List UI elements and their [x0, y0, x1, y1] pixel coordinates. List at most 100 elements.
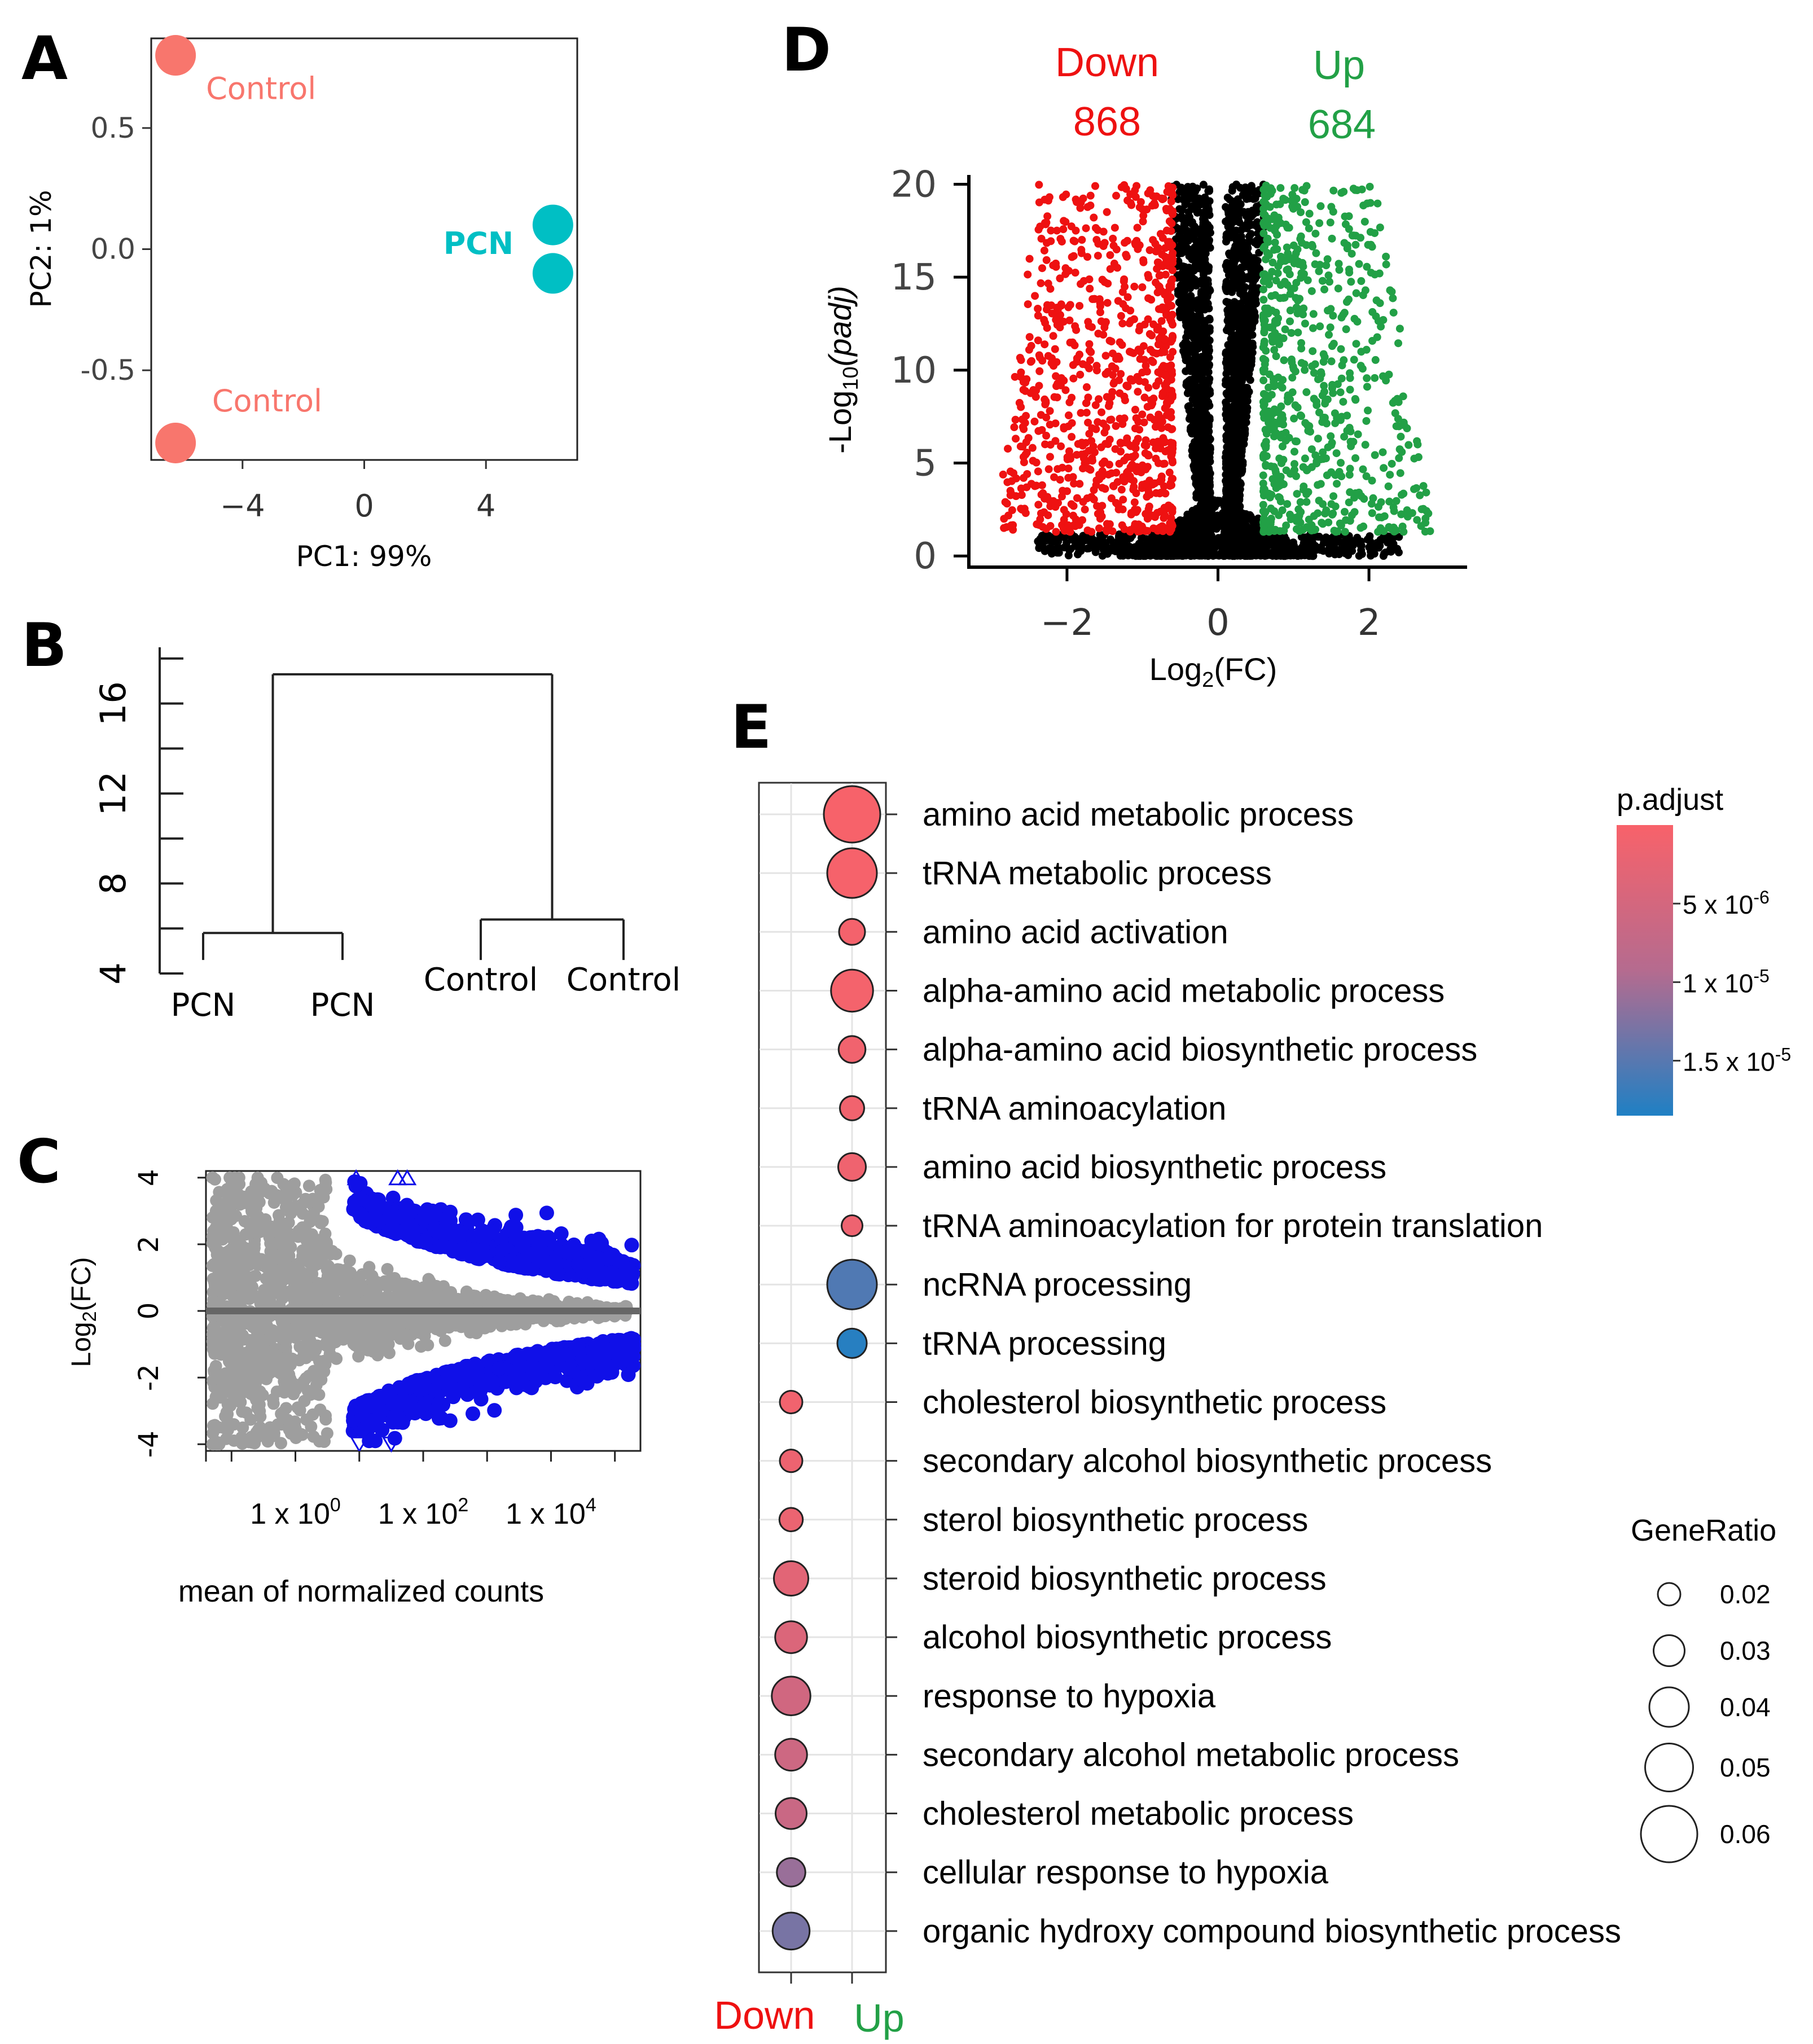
panel-d-points	[999, 180, 1434, 560]
panel-c-y-tick-label: 4	[133, 1169, 165, 1187]
panel-c-label: C	[17, 1127, 61, 1196]
panel-c-point-ns	[429, 1289, 442, 1302]
panel-c-point-ns	[286, 1313, 299, 1326]
panel-c-point-sig	[450, 1384, 465, 1399]
panel-c-point-sig	[466, 1406, 481, 1422]
panel-c-point-ns	[477, 1322, 490, 1335]
panel-c-point-ns	[215, 1270, 228, 1283]
panel-c-point-ns	[248, 1337, 261, 1350]
panel-c-point-ns	[245, 1357, 258, 1370]
panel-c-point-ns	[438, 1334, 451, 1347]
panel-c-x-tick-exponent: 2	[458, 1494, 468, 1516]
panel-c-point-ns	[304, 1216, 317, 1229]
panel-c-point-ns	[240, 1406, 253, 1419]
panel-c-point-ns	[339, 1323, 352, 1336]
panel-c-point-ns	[210, 1194, 223, 1207]
panel-c-point-ns	[313, 1355, 326, 1368]
panel-c-point-sig	[491, 1361, 507, 1376]
panel-c-x-tick-label: 1 x 100	[250, 1494, 341, 1530]
panel-c-point-ns	[278, 1355, 291, 1368]
panel-c-point-sig	[388, 1209, 403, 1224]
panel-c-point-ns	[250, 1201, 263, 1214]
panel-c-point-ns	[229, 1389, 242, 1402]
panel-b-leaf-label: Control	[567, 962, 681, 998]
panel-c-point-sig	[619, 1334, 634, 1349]
panel-c-x-tick-mantissa: 1 x 10	[506, 1498, 586, 1530]
panel-a-x-tick-label: 4	[476, 488, 495, 524]
panel-b-leaf-label: Control	[424, 962, 538, 998]
panel-d-point-ns	[1232, 180, 1241, 188]
panel-c-point-sig	[595, 1365, 610, 1380]
panel-c-point-ns	[284, 1427, 297, 1440]
panel-c-x-ticks: 1 x 100 1 x 102 1 x 104	[205, 1451, 616, 1530]
panel-c-point-ns	[267, 1397, 280, 1410]
panel-c-point-sig	[624, 1238, 639, 1253]
panel-c-point-ns	[493, 1293, 506, 1306]
panel-a-sample-point	[155, 35, 196, 76]
panel-c-point-sig	[429, 1401, 445, 1416]
panel-c-y-ticks: 420-2-4	[133, 1169, 206, 1458]
panel-c-point-ns	[230, 1368, 243, 1381]
panel-c-point-ns	[361, 1339, 374, 1352]
panel-b-axis-tick-label: 12	[93, 771, 134, 816]
panel-c-point-sig	[535, 1230, 550, 1245]
panel-c-point-ns	[313, 1234, 326, 1247]
panel-a-y-axis-title: PC2: 1%	[25, 190, 58, 308]
panel-c-point-ns	[283, 1265, 296, 1278]
panel-c-point-ns	[238, 1190, 251, 1203]
panel-c-point-ns	[418, 1330, 431, 1343]
panel-c-point-sig	[413, 1372, 428, 1388]
panel-c-x-tick-mantissa: 1 x 10	[378, 1498, 458, 1530]
panel-c-x-tick-exponent: 4	[586, 1494, 596, 1516]
panel-c-point-sig	[487, 1403, 502, 1418]
panel-c-y-tick-label: -4	[133, 1431, 165, 1458]
panel-c-point-sig	[577, 1354, 592, 1370]
panel-c-point-sig	[442, 1413, 458, 1428]
panel-c-point-ns	[368, 1294, 381, 1307]
panel-c-point-ns	[260, 1254, 273, 1267]
panel-c-point-sig	[363, 1396, 379, 1411]
panel-c-point-ns	[315, 1254, 328, 1267]
panel-c-point-sig	[512, 1255, 528, 1270]
panel-c-point-ns	[265, 1280, 278, 1293]
panel-b-axis-tick-label: 4	[93, 962, 134, 984]
panel-d-label: D	[782, 15, 831, 85]
panel-c-point-ns	[248, 1436, 261, 1449]
panel-d-down-count: 868	[1073, 99, 1141, 144]
panel-c-x-tick-label: 1 x 102	[378, 1494, 469, 1530]
panel-d-point-ns	[1222, 261, 1230, 270]
panel-c-point-ns	[292, 1401, 305, 1414]
panel-c-point-sig	[472, 1386, 487, 1401]
panel-c-point-ns	[316, 1215, 329, 1228]
panel-c-point-sig	[567, 1237, 582, 1252]
panel-c-point-ns	[239, 1228, 252, 1241]
panel-c-point-sig	[366, 1214, 381, 1229]
panel-b-axis-tick-label: 16	[93, 681, 134, 726]
panel-c-point-ns	[229, 1246, 242, 1259]
panel-c-point-ns	[287, 1188, 300, 1201]
panel-c-point-ns	[292, 1265, 305, 1278]
panel-c-point-ns	[433, 1312, 446, 1324]
panel-c-point-sig	[375, 1422, 390, 1437]
panel-c-point-ns	[308, 1282, 321, 1295]
panel-c-point-ns	[412, 1295, 425, 1308]
panel-c-point-ns	[453, 1294, 466, 1307]
panel-c-point-ns	[233, 1349, 246, 1362]
panel-c-point-ns	[422, 1273, 435, 1286]
panel-c-point-sig	[384, 1224, 399, 1239]
panel-c-point-ns	[279, 1335, 292, 1348]
panel-a-y-tick-label: 0.5	[90, 112, 135, 144]
panel-c-point-sig	[468, 1242, 484, 1257]
panel-a-points	[155, 35, 573, 463]
panel-c-point-ns	[256, 1359, 269, 1372]
panel-c-point-ns	[320, 1183, 333, 1196]
panel-c-point-ns	[208, 1420, 221, 1433]
panel-c-point-sig	[545, 1254, 560, 1269]
panel-c-x-tick-exponent: 0	[330, 1494, 341, 1516]
panel-b-tree	[202, 673, 625, 960]
panel-d-up-count: 684	[1308, 102, 1376, 147]
panel-c-point-ns	[388, 1271, 401, 1284]
